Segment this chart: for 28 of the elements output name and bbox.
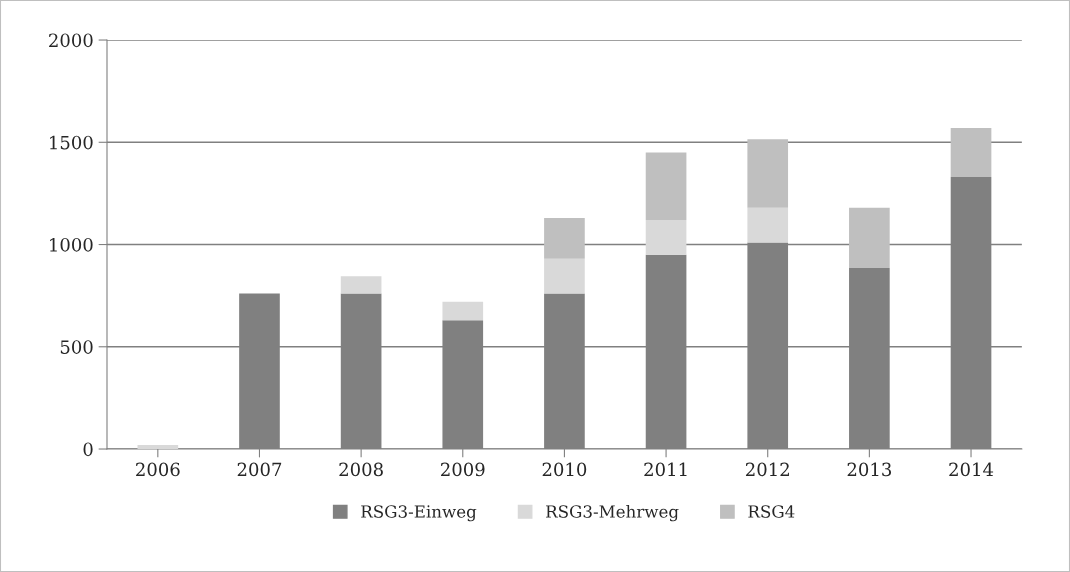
y-tick-label: 1500 <box>50 135 93 150</box>
legend-label: RSG3-Mehrweg <box>546 504 679 522</box>
bar <box>645 219 687 255</box>
bar <box>747 139 789 208</box>
y-tick-label: 500 <box>60 340 93 354</box>
bar <box>544 258 585 294</box>
bar <box>137 444 179 450</box>
x-tick-label: 2006 <box>136 462 180 477</box>
x-tick-label: 2013 <box>847 462 892 477</box>
bar <box>849 207 890 269</box>
bar <box>645 152 687 220</box>
legend-label: RSG4 <box>748 505 795 518</box>
bar <box>442 301 484 321</box>
x-tick-label: 2007 <box>237 462 282 477</box>
y-tick-label: 1000 <box>50 237 93 252</box>
bar <box>747 207 789 243</box>
y-tick-label: 0 <box>83 442 93 457</box>
y-tick-label: 2000 <box>49 33 93 48</box>
x-tick-label: 2012 <box>745 462 789 477</box>
x-tick-label: 2008 <box>339 462 383 477</box>
bar <box>544 217 585 259</box>
x-tick-label: 2011 <box>644 462 687 477</box>
x-tick-label: 2014 <box>949 462 994 477</box>
x-tick-label: 2009 <box>441 462 485 477</box>
legend-label: RSG3-Einweg <box>361 505 477 522</box>
x-tick-label: 2010 <box>542 462 587 477</box>
bar <box>340 276 382 294</box>
bar <box>950 127 992 178</box>
